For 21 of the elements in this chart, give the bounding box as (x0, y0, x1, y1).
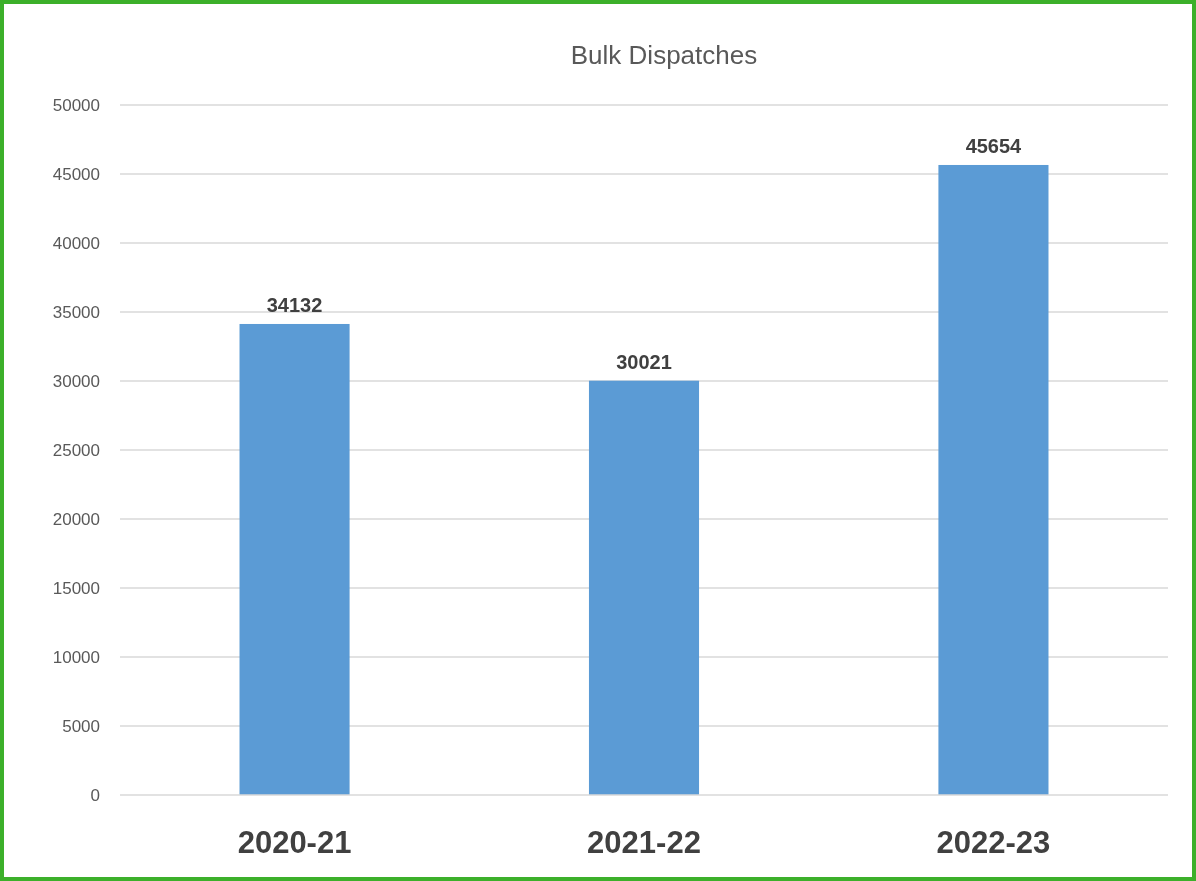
data-label: 45654 (965, 134, 1023, 157)
chart-title: Bulk Dispatches (570, 40, 758, 70)
bar (588, 380, 700, 795)
data-label: 34132 (266, 293, 323, 316)
y-tick-label: 0 (90, 786, 100, 805)
y-tick-label: 20000 (52, 510, 100, 529)
y-tick-label: 5000 (62, 717, 100, 736)
bar (938, 164, 1049, 795)
y-tick-label: 50000 (52, 96, 100, 115)
y-tick-label: 25000 (52, 441, 100, 460)
y-tick-label: 40000 (52, 234, 100, 253)
data-label: 30021 (616, 350, 672, 373)
y-tick-label: 30000 (52, 372, 100, 391)
x-tick-label: 2022-23 (936, 825, 1051, 860)
y-tick-label: 10000 (52, 648, 100, 667)
bar (239, 323, 350, 795)
y-tick-label: 45000 (52, 165, 100, 184)
y-tick-label: 15000 (52, 579, 100, 598)
x-tick-label: 2021-22 (587, 825, 701, 860)
y-tick-label: 35000 (52, 303, 100, 322)
x-tick-label: 2020-21 (237, 825, 352, 860)
